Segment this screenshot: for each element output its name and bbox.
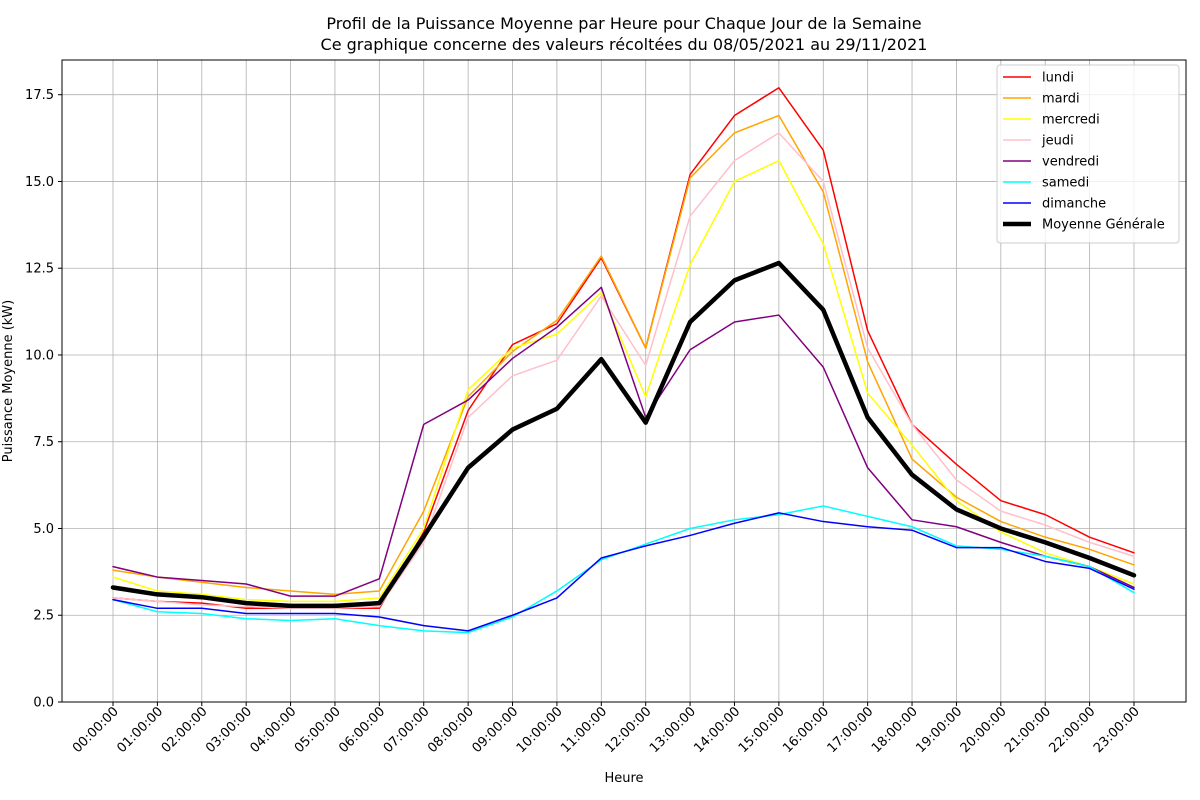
x-tick-label: 22:00:00 [1047,704,1099,756]
x-tick-label: 15:00:00 [736,704,788,756]
y-tick-label: 15.0 [25,175,54,190]
y-axis-label: Puissance Moyenne (kW) [1,300,16,463]
legend-label: lundi [1042,71,1074,86]
y-tick-label: 2.5 [33,609,54,624]
x-tick-label: 18:00:00 [869,704,921,756]
y-tick-label: 17.5 [25,88,54,103]
series-line-vendredi [112,286,1135,597]
chart-subtitle: Ce graphique concerne des valeurs récolt… [321,35,928,54]
x-tick-label: 07:00:00 [381,704,433,756]
legend-label: jeudi [1041,134,1074,149]
series-lines [110,87,1137,634]
x-tick-label: 03:00:00 [203,704,255,756]
series-line-jeudi [112,132,1135,610]
x-tick-label: 06:00:00 [336,704,388,756]
legend: lundi mardi mercredi jeudi vendredi samedi dim… [996,64,1180,244]
legend-label: mercredi [1042,113,1100,128]
plot-frame [61,59,1187,703]
series-line-mardi [112,114,1135,596]
series-line-dimanche [112,512,1135,632]
x-tick-label: 09:00:00 [469,704,521,756]
x-tick-label: 14:00:00 [691,704,743,756]
x-tick-label: 00:00:00 [70,704,122,756]
x-tick-label: 16:00:00 [780,704,832,756]
y-tick-label: 7.5 [33,435,54,450]
x-tick-label: 21:00:00 [1002,704,1054,756]
series-line-mercredi [112,159,1135,603]
x-tick-label: 10:00:00 [514,704,566,756]
series-line-lundi [112,87,1135,610]
y-axis-ticks: 0.0 2.5 5.0 7.5 10.0 12.5 15.0 17.5 [25,88,62,711]
legend-label: dimanche [1042,197,1106,212]
y-tick-label: 10.0 [25,348,54,363]
x-tick-label: 05:00:00 [292,704,344,756]
legend-frame [996,64,1180,244]
chart-title: Profil de la Puissance Moyenne par Heure… [326,14,921,33]
x-tick-label: 02:00:00 [159,704,211,756]
x-tick-label: 17:00:00 [825,704,877,756]
x-tick-label: 04:00:00 [247,704,299,756]
x-axis-ticks: 00:00:0001:00:0002:00:0003:00:0004:00:00… [70,702,1143,756]
x-tick-label: 19:00:00 [913,704,965,756]
y-tick-label: 5.0 [33,522,54,537]
x-tick-label: 23:00:00 [1091,704,1143,756]
x-tick-label: 01:00:00 [114,704,166,756]
legend-label: vendredi [1042,155,1099,170]
y-tick-label: 12.5 [25,262,54,277]
legend-label: samedi [1042,176,1089,191]
y-tick-label: 0.0 [33,696,54,711]
x-tick-label: 20:00:00 [958,704,1010,756]
series-line-moyenne-g-n-rale [110,260,1137,609]
x-tick-label: 08:00:00 [425,704,477,756]
legend-label: mardi [1042,92,1080,107]
legend-label: Moyenne Générale [1042,218,1165,233]
x-tick-label: 12:00:00 [603,704,655,756]
x-axis-label: Heure [604,771,643,786]
x-tick-label: 13:00:00 [647,704,699,756]
x-tick-label: 11:00:00 [558,704,610,756]
